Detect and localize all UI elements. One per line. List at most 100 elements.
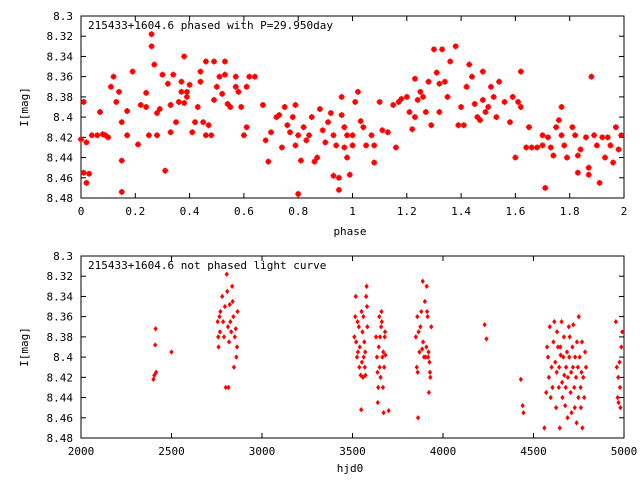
data-point (395, 98, 402, 105)
data-point (570, 364, 576, 370)
data-point (153, 342, 158, 348)
data-point (545, 354, 551, 360)
phased-x-tick-label: 1.4 (451, 205, 471, 218)
data-point (383, 352, 388, 358)
data-point (83, 179, 90, 186)
data-point (553, 404, 559, 411)
data-point (164, 80, 171, 87)
data-point (251, 73, 258, 80)
data-point (579, 369, 584, 375)
data-point (107, 83, 114, 90)
data-point (205, 122, 212, 129)
data-point (118, 157, 125, 164)
data-point (588, 73, 595, 80)
data-point (353, 313, 358, 320)
data-point (574, 339, 580, 345)
unphased-chart-title: 215433+1604.6 not phased light curve (88, 259, 326, 272)
data-point (562, 372, 567, 378)
phased-x-axis-label: phase (333, 225, 366, 238)
data-point (548, 394, 553, 401)
data-point (460, 122, 467, 129)
data-point (333, 142, 340, 149)
data-point (417, 88, 424, 95)
data-point (281, 104, 288, 110)
data-point (542, 184, 549, 191)
phased-x-tick-label: 1.2 (397, 205, 417, 218)
data-point (338, 93, 345, 100)
data-point (550, 384, 555, 391)
data-point (468, 73, 475, 80)
phased-x-tick-label: 2 (621, 205, 628, 218)
data-point (225, 324, 231, 330)
data-point (422, 109, 429, 116)
phased-y-tick-label: 8.46 (47, 172, 74, 185)
data-point (496, 78, 503, 85)
data-point (363, 349, 368, 355)
data-point (235, 308, 240, 315)
data-point (392, 144, 399, 151)
data-point (303, 137, 310, 144)
phased-chart-title: 215433+1604.6 phased with P=29.950day (88, 19, 333, 32)
data-point (579, 339, 585, 345)
data-point (422, 298, 428, 305)
data-point (572, 384, 577, 391)
data-point (552, 319, 557, 325)
data-point (563, 402, 568, 409)
data-point (178, 78, 185, 85)
data-point (232, 83, 239, 90)
data-point (559, 379, 565, 386)
data-point (325, 119, 332, 126)
data-point (555, 117, 562, 124)
data-point (426, 354, 431, 360)
data-point (380, 354, 385, 360)
data-point (246, 73, 253, 80)
unphased-y-tick-label: 8.34 (47, 290, 74, 303)
data-point (295, 132, 302, 139)
data-point (382, 334, 387, 340)
data-point (554, 369, 559, 375)
data-point (99, 131, 106, 138)
data-point (539, 132, 546, 139)
data-point (479, 68, 486, 75)
data-point (558, 132, 565, 139)
data-point (574, 152, 581, 159)
data-point (208, 132, 215, 139)
data-point (525, 124, 532, 131)
data-point (571, 322, 576, 328)
data-point (202, 58, 209, 65)
data-point (224, 271, 229, 277)
data-point (344, 132, 351, 139)
data-point (213, 83, 220, 90)
data-point (371, 142, 378, 149)
data-point (378, 324, 384, 330)
data-point (415, 313, 420, 320)
data-point (83, 139, 90, 146)
data-point (568, 389, 573, 396)
data-point (259, 101, 266, 108)
data-point (292, 101, 299, 108)
data-point (415, 369, 420, 375)
data-point (381, 410, 386, 416)
data-point (181, 99, 188, 106)
data-point (554, 329, 560, 335)
data-point (416, 329, 421, 335)
data-point (359, 308, 364, 315)
data-point (466, 61, 473, 68)
data-point (169, 349, 174, 355)
data-point (220, 319, 226, 325)
data-point (542, 425, 547, 431)
phased-y-tick-label: 8.44 (47, 152, 74, 165)
data-point (575, 364, 580, 370)
data-point (558, 104, 565, 110)
data-point (86, 170, 93, 177)
data-point (295, 190, 302, 197)
data-point (567, 334, 572, 340)
data-point (216, 344, 221, 350)
data-point (153, 326, 158, 332)
data-point (553, 124, 560, 131)
data-point (439, 46, 446, 53)
data-point (382, 364, 387, 370)
data-point (268, 129, 275, 136)
phased-y-tick-label: 8.36 (47, 71, 74, 84)
